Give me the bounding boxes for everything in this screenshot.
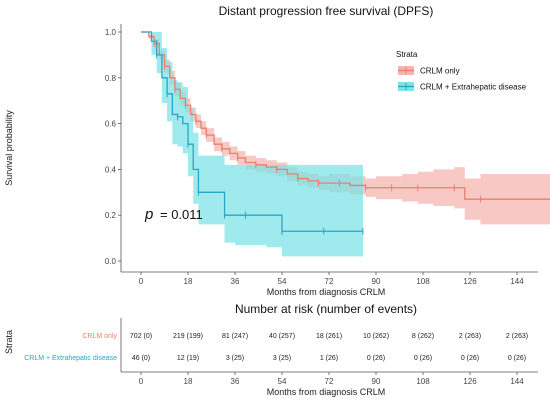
y-tick-label: 1.0 bbox=[105, 28, 117, 37]
ci-band-crlm-only bbox=[141, 32, 550, 225]
y-axis-label: Survival probability bbox=[4, 110, 14, 186]
risk-cell-crlm-only: 219 (199) bbox=[173, 333, 203, 340]
y-tick-label: 0.8 bbox=[105, 74, 117, 83]
risk-cell-crlm-only: 40 (257) bbox=[269, 333, 295, 340]
confidence-bands bbox=[141, 32, 550, 257]
x-tick-label: 36 bbox=[231, 277, 240, 286]
x-tick-label: 18 bbox=[184, 277, 193, 286]
p-label: p bbox=[144, 206, 153, 223]
x-tick-label: 144 bbox=[510, 277, 524, 286]
x-tick-label: 72 bbox=[325, 277, 334, 286]
risk-x-tick-label: 126 bbox=[463, 377, 477, 386]
risk-x-tick-label: 36 bbox=[231, 377, 240, 386]
x-tick-label: 0 bbox=[139, 277, 144, 286]
risk-x-tick-label: 54 bbox=[278, 377, 287, 386]
y-tick-label: 0.2 bbox=[105, 211, 117, 220]
legend-title: Strata bbox=[396, 50, 418, 59]
risk-cell-crlm-only: 8 (262) bbox=[412, 333, 434, 340]
risk-cell-crlm-only: 2 (263) bbox=[459, 333, 481, 340]
legend-item-extrahepatic: CRLM + Extrahepatic disease bbox=[398, 82, 527, 92]
risk-cell-crlm-only: 10 (262) bbox=[363, 333, 389, 340]
survival-line-crlm-only bbox=[141, 31, 550, 200]
risk-x-tick-label: 90 bbox=[372, 377, 381, 386]
risk-x-tick-label: 72 bbox=[325, 377, 334, 386]
x-axis-label: Months from diagnosis CRLM bbox=[267, 287, 386, 297]
risk-cell-crlm-only: 2 (263) bbox=[506, 333, 528, 340]
risk-row-label-crlm-extrahepatic-disease: CRLM + Extrahepatic disease bbox=[24, 355, 117, 362]
risk-table-ylabel: Strata bbox=[4, 330, 14, 354]
risk-x-tick-label: 0 bbox=[139, 377, 144, 386]
y-tick-label: 0.0 bbox=[105, 257, 117, 266]
risk-cell-crlm-extrahepatic-disease: 0 (26) bbox=[367, 355, 385, 362]
y-tick-label: 0.4 bbox=[105, 165, 117, 174]
x-tick-label: 126 bbox=[463, 277, 477, 286]
risk-row-label-crlm-only: CRLM only bbox=[82, 333, 117, 340]
risk-table-x-ticks: 0 18 36 54 72 90 108 126 144 bbox=[139, 372, 524, 386]
legend-label-extrahepatic: CRLM + Extrahepatic disease bbox=[420, 83, 527, 92]
legend-label-crlm-only: CRLM only bbox=[420, 67, 460, 76]
risk-cell-crlm-only: 702 (0) bbox=[130, 333, 152, 340]
risk-x-tick-label: 108 bbox=[416, 377, 430, 386]
risk-x-tick-label: 144 bbox=[510, 377, 524, 386]
risk-table-rows: CRLM only 702 (0) 219 (199) 81 (247) 40 (257… bbox=[24, 333, 528, 362]
risk-cell-crlm-extrahepatic-disease: 0 (26) bbox=[508, 355, 526, 362]
risk-cell-crlm-extrahepatic-disease: 0 (26) bbox=[414, 355, 432, 362]
risk-table-xlabel: Months from diagnosis CRLM bbox=[267, 387, 386, 397]
risk-cell-crlm-only: 18 (261) bbox=[316, 333, 342, 340]
p-value: = 0.011 bbox=[160, 207, 203, 222]
y-tick-label: 0.6 bbox=[105, 120, 117, 129]
y-ticks: 0.0 0.2 0.4 0.6 0.8 1.0 bbox=[105, 28, 121, 266]
x-tick-label: 108 bbox=[416, 277, 430, 286]
x-tick-label: 90 bbox=[372, 277, 381, 286]
risk-cell-crlm-extrahepatic-disease: 12 (19) bbox=[177, 355, 199, 362]
chart-title: Distant progression free survival (DPFS) bbox=[219, 4, 434, 18]
risk-cell-crlm-extrahepatic-disease: 0 (26) bbox=[461, 355, 479, 362]
x-tick-label: 54 bbox=[278, 277, 287, 286]
censor-marks bbox=[153, 39, 481, 235]
ci-band-crlm-extrahepatic-disease bbox=[141, 32, 363, 257]
risk-cell-crlm-extrahepatic-disease: 1 (26) bbox=[320, 355, 338, 362]
risk-cell-crlm-extrahepatic-disease: 3 (25) bbox=[273, 355, 291, 362]
risk-x-tick-label: 18 bbox=[184, 377, 193, 386]
legend-item-crlm-only: CRLM only bbox=[398, 66, 460, 76]
legend: Strata CRLM only CRLM + Extrahepatic dis… bbox=[396, 50, 527, 92]
risk-cell-crlm-extrahepatic-disease: 3 (25) bbox=[226, 355, 244, 362]
x-ticks: 0 18 36 54 72 90 108 126 144 bbox=[139, 272, 524, 286]
risk-cell-crlm-only: 81 (247) bbox=[222, 333, 248, 340]
risk-table-title: Number at risk (number of events) bbox=[235, 302, 417, 316]
risk-cell-crlm-extrahepatic-disease: 46 (0) bbox=[132, 355, 150, 362]
